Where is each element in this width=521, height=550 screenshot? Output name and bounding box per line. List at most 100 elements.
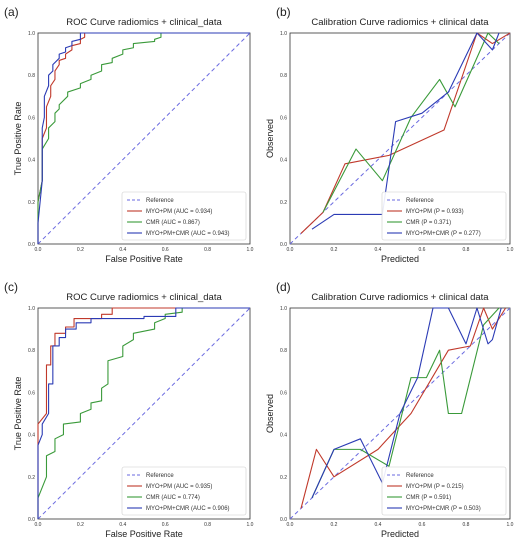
chart-title: ROC Curve radiomics + clinical_data bbox=[66, 17, 222, 28]
legend-entry: CMR (P = 0.371) bbox=[406, 220, 451, 226]
chart-title: ROC Curve radiomics + clinical_data bbox=[66, 292, 222, 303]
panel-letter: (a) bbox=[4, 5, 19, 19]
y-tick-label: 0.6 bbox=[280, 390, 287, 396]
x-tick-label: 1.0 bbox=[507, 247, 514, 253]
y-tick-label: 0.2 bbox=[28, 475, 35, 481]
legend: Reference MYO+PM (P = 0.933) CMR (P = 0.37… bbox=[381, 191, 507, 241]
y-tick-label: 1.0 bbox=[28, 306, 35, 312]
plot-frame bbox=[289, 32, 511, 245]
y-tick-label: 0.0 bbox=[28, 517, 35, 523]
y-tick-label: 0.6 bbox=[28, 390, 35, 396]
y-tick-label: 0.6 bbox=[28, 115, 35, 121]
panel-letter: (d) bbox=[276, 280, 291, 294]
y-axis-label: Observed bbox=[265, 119, 275, 158]
legend-entry: Reference bbox=[406, 198, 434, 204]
chart-title: Calibration Curve radiomics + clinical d… bbox=[311, 292, 489, 303]
series-line-1 bbox=[300, 307, 507, 509]
series-line-2 bbox=[322, 32, 500, 213]
y-tick-label: 0.0 bbox=[280, 517, 287, 523]
legend: Reference MYO+PM (P = 0.215) CMR (P = 0.59… bbox=[381, 466, 507, 516]
series-line-3 bbox=[37, 307, 250, 519]
legend-entry: MYO+PM (AUC = 0.935) bbox=[146, 484, 212, 490]
y-axis-label: Observed bbox=[265, 394, 275, 433]
x-tick-label: 0.8 bbox=[463, 247, 470, 253]
reference-line bbox=[289, 307, 511, 520]
chart-panel-3: (c) ROC Curve radiomics + clinical_data 0.… bbox=[4, 280, 254, 539]
x-axis-label: Predicted bbox=[381, 254, 419, 264]
y-tick-label: 0.8 bbox=[280, 348, 287, 354]
x-tick-label: 1.0 bbox=[247, 522, 254, 528]
reference-line bbox=[289, 32, 511, 245]
x-tick-label: 0.8 bbox=[463, 522, 470, 528]
legend: Reference MYO+PM (AUC = 0.935) CMR (AUC = … bbox=[121, 466, 247, 516]
reference-line bbox=[37, 32, 251, 245]
y-tick-label: 0.6 bbox=[280, 115, 287, 121]
x-tick-label: 0.8 bbox=[204, 522, 211, 528]
legend-box bbox=[381, 191, 507, 241]
legend-entry: MYO+PM (AUC = 0.934) bbox=[146, 209, 212, 215]
legend-entry: CMR (P = 0.591) bbox=[406, 495, 451, 501]
panel-letter: (b) bbox=[276, 5, 291, 19]
legend-entry: MYO+PM+CMR (P = 0.503) bbox=[406, 506, 481, 512]
y-tick-label: 0.4 bbox=[280, 158, 287, 164]
x-tick-label: 1.0 bbox=[247, 247, 254, 253]
x-tick-label: 0.0 bbox=[287, 247, 294, 253]
x-tick-label: 0.8 bbox=[204, 247, 211, 253]
x-tick-label: 0.2 bbox=[77, 522, 84, 528]
x-tick-label: 0.4 bbox=[119, 522, 126, 528]
x-tick-label: 0.0 bbox=[287, 522, 294, 528]
x-tick-label: 0.0 bbox=[35, 247, 42, 253]
legend-box bbox=[381, 466, 507, 516]
y-tick-label: 0.8 bbox=[28, 348, 35, 354]
chart-panel-1: (a) ROC Curve radiomics + clinical_data 0.… bbox=[4, 5, 254, 264]
y-tick-label: 0.4 bbox=[28, 433, 35, 439]
y-tick-label: 1.0 bbox=[280, 31, 287, 37]
x-axis-label: False Positive Rate bbox=[105, 254, 183, 264]
legend-entry: MYO+PM+CMR (P = 0.277) bbox=[406, 231, 481, 237]
legend-entry: Reference bbox=[406, 473, 434, 479]
x-tick-label: 0.6 bbox=[419, 522, 426, 528]
y-tick-label: 0.4 bbox=[28, 158, 35, 164]
plot-frame bbox=[289, 307, 511, 520]
x-tick-label: 0.0 bbox=[35, 522, 42, 528]
y-tick-label: 0.2 bbox=[280, 200, 287, 206]
legend-entry: Reference bbox=[146, 473, 174, 479]
x-axis-label: False Positive Rate bbox=[105, 529, 183, 539]
legend-entry: CMR (AUC = 0.867) bbox=[146, 220, 200, 226]
y-tick-label: 0.4 bbox=[280, 433, 287, 439]
panel-letter: (c) bbox=[4, 280, 18, 294]
series-line-2 bbox=[37, 32, 250, 244]
series-line-3 bbox=[37, 32, 250, 244]
legend-entry: MYO+PM (P = 0.215) bbox=[406, 484, 464, 490]
y-axis-label: True Positive Rate bbox=[13, 377, 23, 451]
y-tick-label: 0.2 bbox=[28, 200, 35, 206]
x-tick-label: 0.6 bbox=[162, 522, 169, 528]
y-axis-label: True Positive Rate bbox=[13, 102, 23, 176]
legend-entry: Reference bbox=[146, 198, 174, 204]
y-tick-label: 0.8 bbox=[280, 73, 287, 79]
x-axis-label: Predicted bbox=[381, 529, 419, 539]
reference-line bbox=[37, 307, 251, 520]
legend-entry: MYO+PM+CMR (AUC = 0.906) bbox=[146, 506, 230, 512]
x-tick-label: 0.4 bbox=[375, 247, 382, 253]
y-tick-label: 1.0 bbox=[28, 31, 35, 37]
y-tick-label: 0.0 bbox=[280, 242, 287, 248]
series-line-3 bbox=[311, 32, 500, 230]
x-tick-label: 0.6 bbox=[419, 247, 426, 253]
x-tick-label: 0.4 bbox=[375, 522, 382, 528]
x-tick-label: 0.6 bbox=[162, 247, 169, 253]
x-tick-label: 0.4 bbox=[119, 247, 126, 253]
y-tick-label: 1.0 bbox=[280, 306, 287, 312]
legend: Reference MYO+PM (AUC = 0.934) CMR (AUC = … bbox=[121, 191, 247, 241]
series-line-1 bbox=[37, 32, 250, 244]
legend-box bbox=[121, 191, 247, 241]
chart-title: Calibration Curve radiomics + clinical d… bbox=[311, 17, 489, 28]
x-tick-label: 0.2 bbox=[331, 522, 338, 528]
chart-panel-2: (b) Calibration Curve radiomics + clinica… bbox=[265, 5, 514, 264]
y-tick-label: 0.0 bbox=[28, 242, 35, 248]
legend-entry: MYO+PM (P = 0.933) bbox=[406, 209, 464, 215]
chart-panel-4: (d) Calibration Curve radiomics + clinica… bbox=[265, 280, 514, 539]
legend-entry: MYO+PM+CMR (AUC = 0.943) bbox=[146, 231, 230, 237]
series-line-3 bbox=[311, 307, 502, 499]
